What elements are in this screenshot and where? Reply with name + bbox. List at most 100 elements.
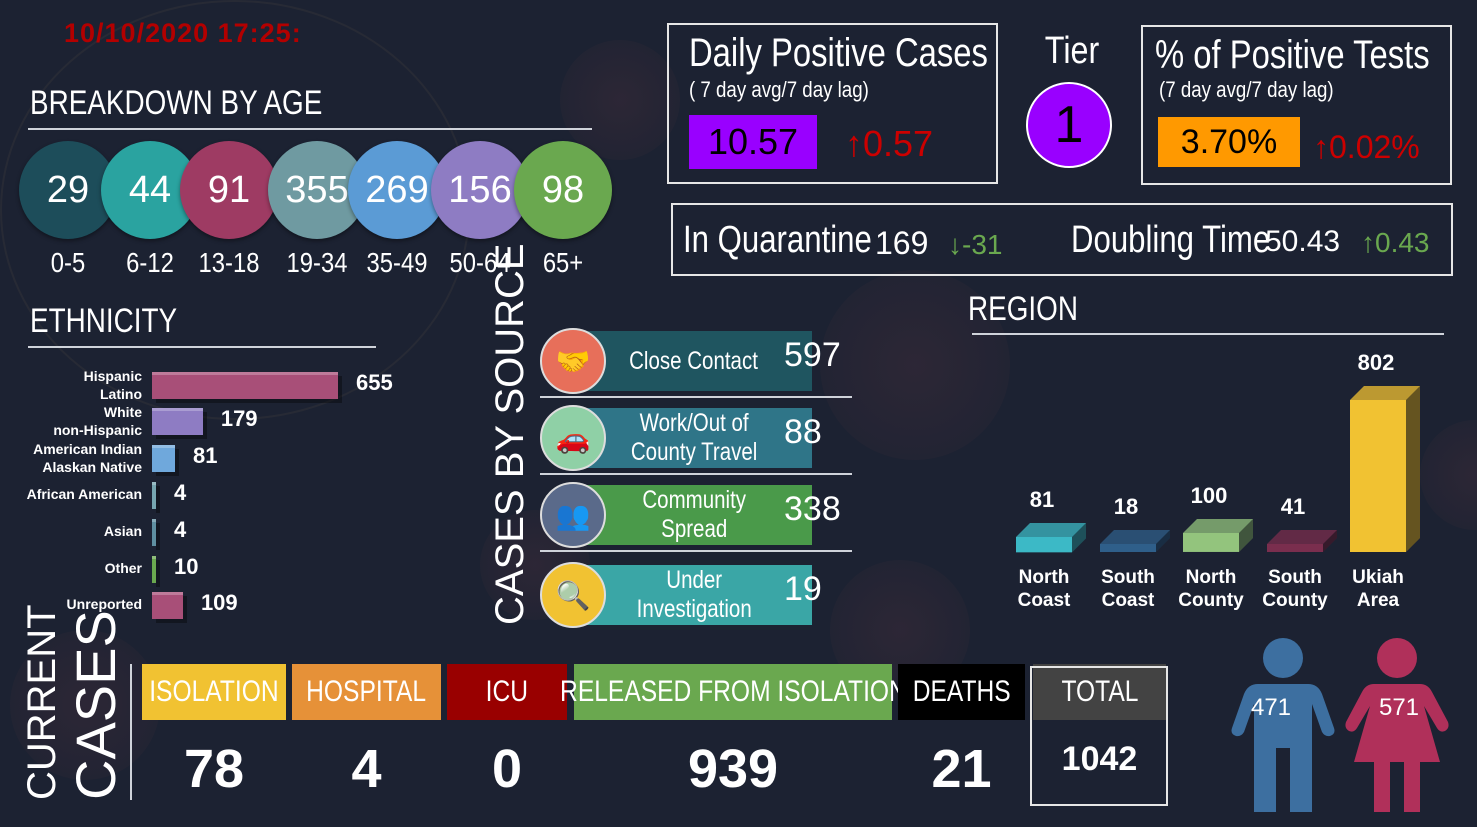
region-label: North County (1169, 566, 1253, 612)
quarantine-label: In Quarantine (683, 219, 872, 261)
region-bar-top (1350, 386, 1420, 400)
quarantine-change-value: -31 (962, 229, 1003, 260)
percent-positive-value: 3.70% (1158, 117, 1300, 167)
ethnicity-label-line: non-Hispanic (53, 422, 142, 438)
region-count: 81 (1029, 486, 1055, 512)
ethnicity-label: American Indian Alaskan Native (33, 440, 142, 476)
region-label-line: North (1185, 567, 1237, 588)
source-label-line: County Travel (630, 438, 758, 466)
doubling-time-change: ↑0.43 (1361, 227, 1430, 259)
source-row: Under Investigation 🔍 19 (540, 562, 852, 628)
current-cases-header: HOSPITAL (292, 664, 441, 720)
percent-positive-change: ↑0.02% (1313, 129, 1420, 166)
region-bar-side (1406, 386, 1420, 552)
age-group-label: 35-49 (366, 247, 428, 278)
source-label: Community Spread (642, 486, 746, 544)
region-bar-top (1100, 530, 1170, 544)
daily-positive-panel: Daily Positive Cases ( 7 day avg/7 day l… (667, 23, 998, 184)
quarantine-change: ↓-31 (948, 229, 1002, 261)
current-cases-value: 21 (931, 739, 992, 799)
source-count: 19 (784, 570, 822, 608)
source-count: 88 (784, 413, 822, 451)
male-count: 471 (1251, 694, 1291, 721)
current-cases-value: 939 (687, 739, 779, 799)
region-label-line: County (1178, 590, 1244, 611)
ethnicity-label-line: African American (26, 486, 142, 502)
ethnicity-count: 10 (174, 554, 199, 579)
ethnicity-label-line: Alaskan Native (42, 459, 142, 475)
region-bar-front (1267, 544, 1323, 552)
region-bar (1183, 519, 1253, 552)
current-cases-header: TOTAL (1033, 664, 1166, 720)
region-label-line: Coast (1017, 590, 1071, 611)
region-bar-front (1100, 544, 1156, 552)
daily-positive-change: ↑0.57 (845, 123, 933, 165)
arrow-down-icon: ↓ (948, 229, 962, 260)
age-group-circle: 156 (431, 141, 529, 239)
ethnicity-count: 179 (220, 406, 258, 431)
tier-badge: 1 (1026, 82, 1112, 168)
source-label: Work/Out of County Travel (631, 409, 757, 467)
ethnicity-label-line: American Indian (33, 441, 142, 457)
region-bar-front (1016, 536, 1072, 552)
arrow-up-icon: ↑ (845, 123, 863, 164)
region-bar (1016, 522, 1086, 552)
source-label-line: Community (642, 486, 746, 514)
daily-positive-title: Daily Positive Cases (689, 31, 988, 75)
divider (130, 664, 132, 800)
ethnicity-count: 81 (193, 443, 218, 468)
age-group-count: 156 (448, 168, 512, 211)
region-count: 802 (1357, 350, 1395, 375)
arrow-up-icon: ↑ (1313, 129, 1329, 165)
female-count: 571 (1379, 694, 1419, 721)
ethnicity-label: African American (27, 485, 142, 503)
virus-decoration (10, 630, 160, 780)
current-cases-value: 1042 (1061, 740, 1138, 778)
current-cases-header: DEATHS (898, 664, 1025, 720)
age-group-label: 6-12 (126, 247, 174, 278)
region-bar-side (1239, 519, 1253, 552)
current-cases-header-label: TOTAL (1060, 675, 1139, 708)
age-group-circle: 98 (514, 141, 612, 239)
age-section-title: BREAKDOWN BY AGE (30, 84, 323, 122)
ethnicity-label-line: Latino (100, 386, 142, 402)
divider (540, 550, 852, 552)
ethnicity-bar (152, 592, 183, 619)
region-bar-front (1183, 533, 1239, 552)
source-label-line: Investigation (636, 595, 752, 623)
daily-positive-subtitle: ( 7 day avg/7 day lag) (689, 77, 869, 102)
region-label: South County (1253, 566, 1337, 612)
divider (28, 346, 376, 348)
region-bar-top (1267, 530, 1337, 544)
source-label-box: Work/Out of County Travel (576, 408, 812, 468)
age-group-circle: 269 (348, 141, 446, 239)
current-cases-header: ISOLATION (142, 664, 286, 720)
quarantine-doubling-panel: In Quarantine 169 ↓-31 Doubling Time 50.… (671, 203, 1453, 276)
source-label-line: Under (666, 566, 722, 594)
current-cases-header: ICU (447, 664, 567, 720)
ethnicity-label-line: White (103, 404, 142, 420)
source-label-line: Close Contact (629, 346, 759, 375)
percent-positive-subtitle: (7 day avg/7 day lag) (1159, 77, 1334, 102)
current-cases-header-label: RELEASED FROM ISOLATION (559, 675, 907, 708)
source-row: Close Contact 🤝 597 (540, 328, 852, 394)
age-group-label: 50-64 (449, 247, 511, 278)
age-group-count: 355 (285, 168, 349, 211)
source-label-line: Spread (660, 515, 728, 543)
region-label-line: South (1101, 567, 1155, 588)
region-bar (1350, 386, 1420, 552)
quarantine-value: 169 (875, 225, 929, 261)
percent-positive-change-value: 0.02% (1329, 129, 1420, 165)
current-cases-header-label: ICU (485, 675, 529, 708)
region-bar-side-color (1406, 386, 1420, 552)
age-group-count: 269 (365, 168, 429, 211)
source-label-box: Close Contact (576, 331, 812, 391)
magnifier-icon: 🔍 (540, 562, 606, 628)
region-label-line: County (1262, 590, 1328, 611)
region-bar-side-color (1323, 530, 1337, 552)
age-group-count: 91 (207, 168, 251, 211)
region-section-title: REGION (968, 290, 1078, 328)
male-figure-icon: 471 (1231, 638, 1335, 812)
region-bar-side-color (1072, 522, 1086, 552)
car-icon: 🚗 (540, 405, 606, 471)
